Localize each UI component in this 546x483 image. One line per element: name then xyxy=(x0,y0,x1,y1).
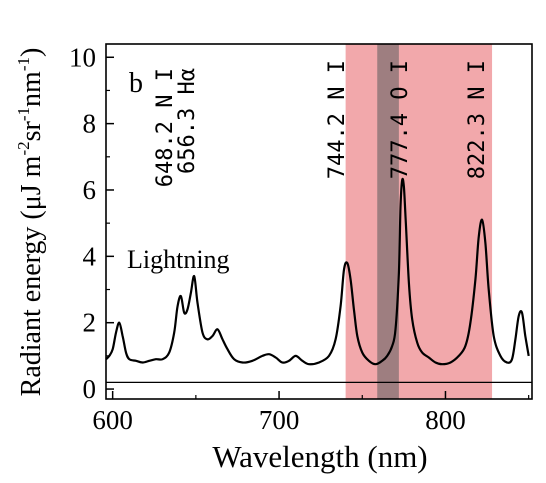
highlight-band-1 xyxy=(377,44,399,399)
series-line-0 xyxy=(105,177,530,366)
plot-frame xyxy=(105,43,533,400)
x-tick-label-800: 800 xyxy=(425,405,466,435)
panel-label: b xyxy=(129,68,143,99)
y-tick-label-0: 0 xyxy=(83,374,97,404)
y-label-part-0: Radiant energy ( xyxy=(16,210,47,396)
line-label-4: 822.3 N I xyxy=(465,60,490,179)
y-label-part-8: ) xyxy=(16,48,47,57)
line-label-1: 656.3 Hα xyxy=(175,68,200,174)
axis-ticks: 600 700 800 0 2 4 6 8 10 xyxy=(69,42,530,435)
line-label-0: 648.2 N I xyxy=(153,68,178,187)
y-label-part-1: μ xyxy=(16,195,47,210)
line-label-2: 744.2 N I xyxy=(325,60,350,179)
y-label-part-2: J m xyxy=(16,155,47,195)
y-label-part-3: -2 xyxy=(14,141,33,155)
x-tick-label-600: 600 xyxy=(92,405,133,435)
lightning-annotation: Lightning xyxy=(127,245,230,274)
y-tick-label-10: 10 xyxy=(69,42,96,72)
highlight-bands xyxy=(345,44,493,399)
y-label-part-4: sr xyxy=(16,120,47,141)
y-tick-label-8: 8 xyxy=(83,109,97,139)
y-label-part-6: nm xyxy=(16,71,47,107)
x-axis-label: Wavelength (nm) xyxy=(212,439,427,474)
y-label-part-5: -1 xyxy=(14,107,33,121)
line-label-3: 777.4 O I xyxy=(388,60,413,179)
y-tick-label-2: 2 xyxy=(83,308,97,338)
y-axis-label: Radiant energy (μJ m-2sr-1nm-1) xyxy=(14,48,47,397)
y-tick-label-6: 6 xyxy=(83,175,97,205)
y-label-part-7: -1 xyxy=(14,57,33,71)
y-tick-label-4: 4 xyxy=(83,241,97,271)
x-tick-label-700: 700 xyxy=(259,405,300,435)
series xyxy=(105,177,530,366)
